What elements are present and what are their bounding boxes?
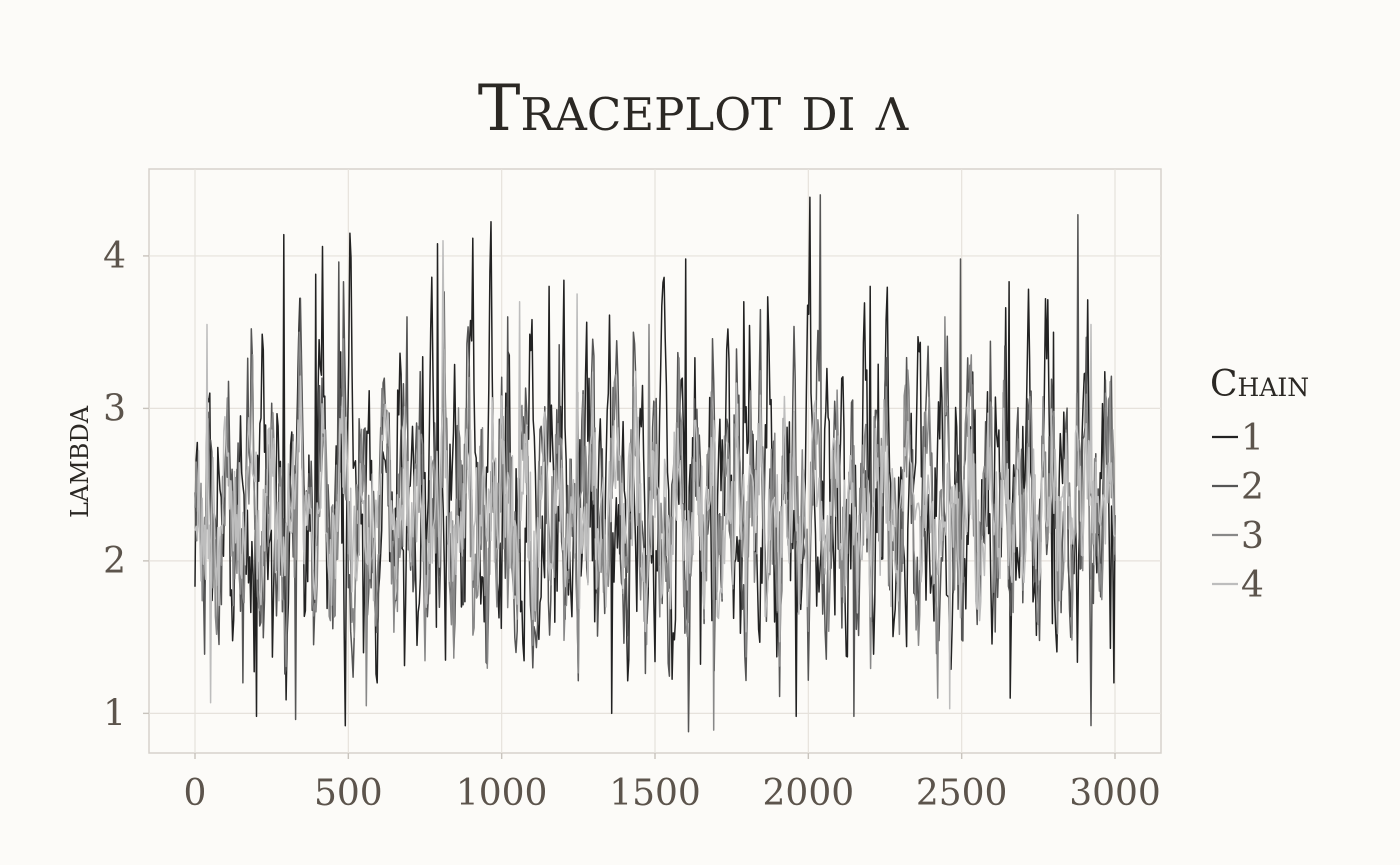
y-axis-ticks: 1 2 3 4 [103, 236, 149, 734]
series-lines [194, 194, 1116, 733]
y-tick-label: 1 [103, 693, 126, 734]
legend-label-chain-1: 1 [1241, 418, 1264, 459]
y-axis-title: lambda [57, 405, 97, 518]
x-tick-label: 2500 [916, 773, 1008, 814]
y-tick-label: 2 [103, 541, 126, 582]
legend-label-chain-3: 3 [1241, 516, 1264, 557]
y-tick-label: 4 [103, 236, 126, 277]
x-tick-label: 3000 [1069, 773, 1161, 814]
x-tick-label: 1000 [456, 773, 548, 814]
x-tick-label: 1500 [609, 773, 701, 814]
legend-label-chain-2: 2 [1241, 467, 1264, 508]
chart-title: Traceplot di λ [478, 72, 909, 146]
x-tick-label: 500 [314, 773, 383, 814]
legend-title: Chain [1210, 364, 1309, 405]
legend-label-chain-4: 4 [1241, 565, 1264, 606]
x-axis-ticks: 0 500 1000 1500 2000 2500 3000 [184, 753, 1161, 814]
legend: Chain 1 2 3 4 [1210, 364, 1309, 606]
x-tick-label: 2000 [763, 773, 855, 814]
y-tick-label: 3 [103, 388, 126, 429]
x-tick-label: 0 [184, 773, 207, 814]
series-line-chain-4 [194, 239, 1116, 710]
